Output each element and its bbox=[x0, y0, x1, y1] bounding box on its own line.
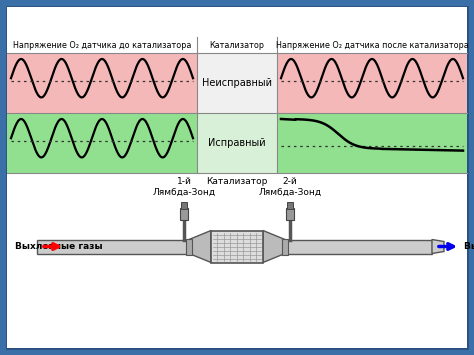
Bar bbox=[277, 113, 467, 173]
Text: Катализатор: Катализатор bbox=[206, 177, 268, 186]
Text: Выхлопные газы: Выхлопные газы bbox=[464, 242, 474, 251]
Bar bbox=[7, 113, 197, 173]
Text: Неисправный: Неисправный bbox=[202, 78, 272, 88]
Bar bbox=[277, 53, 467, 113]
Bar bbox=[7, 53, 197, 113]
Bar bbox=[197, 113, 277, 173]
Text: 1-й
Лямбда-Зонд: 1-й Лямбда-Зонд bbox=[153, 177, 216, 197]
Text: Исправный: Исправный bbox=[208, 138, 266, 148]
Bar bbox=[282, 239, 288, 255]
Bar bbox=[211, 230, 263, 262]
Text: Напряжение О₂ датчика после катализатора: Напряжение О₂ датчика после катализатора bbox=[275, 40, 468, 49]
Bar bbox=[181, 202, 187, 208]
Bar bbox=[37, 240, 432, 253]
Text: Катализатор: Катализатор bbox=[210, 40, 264, 49]
Text: 2-й
Лямбда-Зонд: 2-й Лямбда-Зонд bbox=[258, 177, 321, 197]
Bar bbox=[186, 239, 192, 255]
Bar bbox=[286, 208, 294, 219]
Bar bbox=[197, 53, 277, 113]
Bar bbox=[287, 202, 293, 208]
Text: Напряжение О₂ датчика до катализатора: Напряжение О₂ датчика до катализатора bbox=[13, 40, 191, 49]
Bar bbox=[7, 37, 467, 53]
Text: Выхлопные газы: Выхлопные газы bbox=[15, 242, 103, 251]
Polygon shape bbox=[189, 230, 211, 262]
Bar bbox=[7, 173, 467, 348]
Bar bbox=[7, 7, 467, 37]
Bar bbox=[180, 208, 188, 219]
Polygon shape bbox=[263, 230, 285, 262]
Polygon shape bbox=[432, 240, 444, 253]
